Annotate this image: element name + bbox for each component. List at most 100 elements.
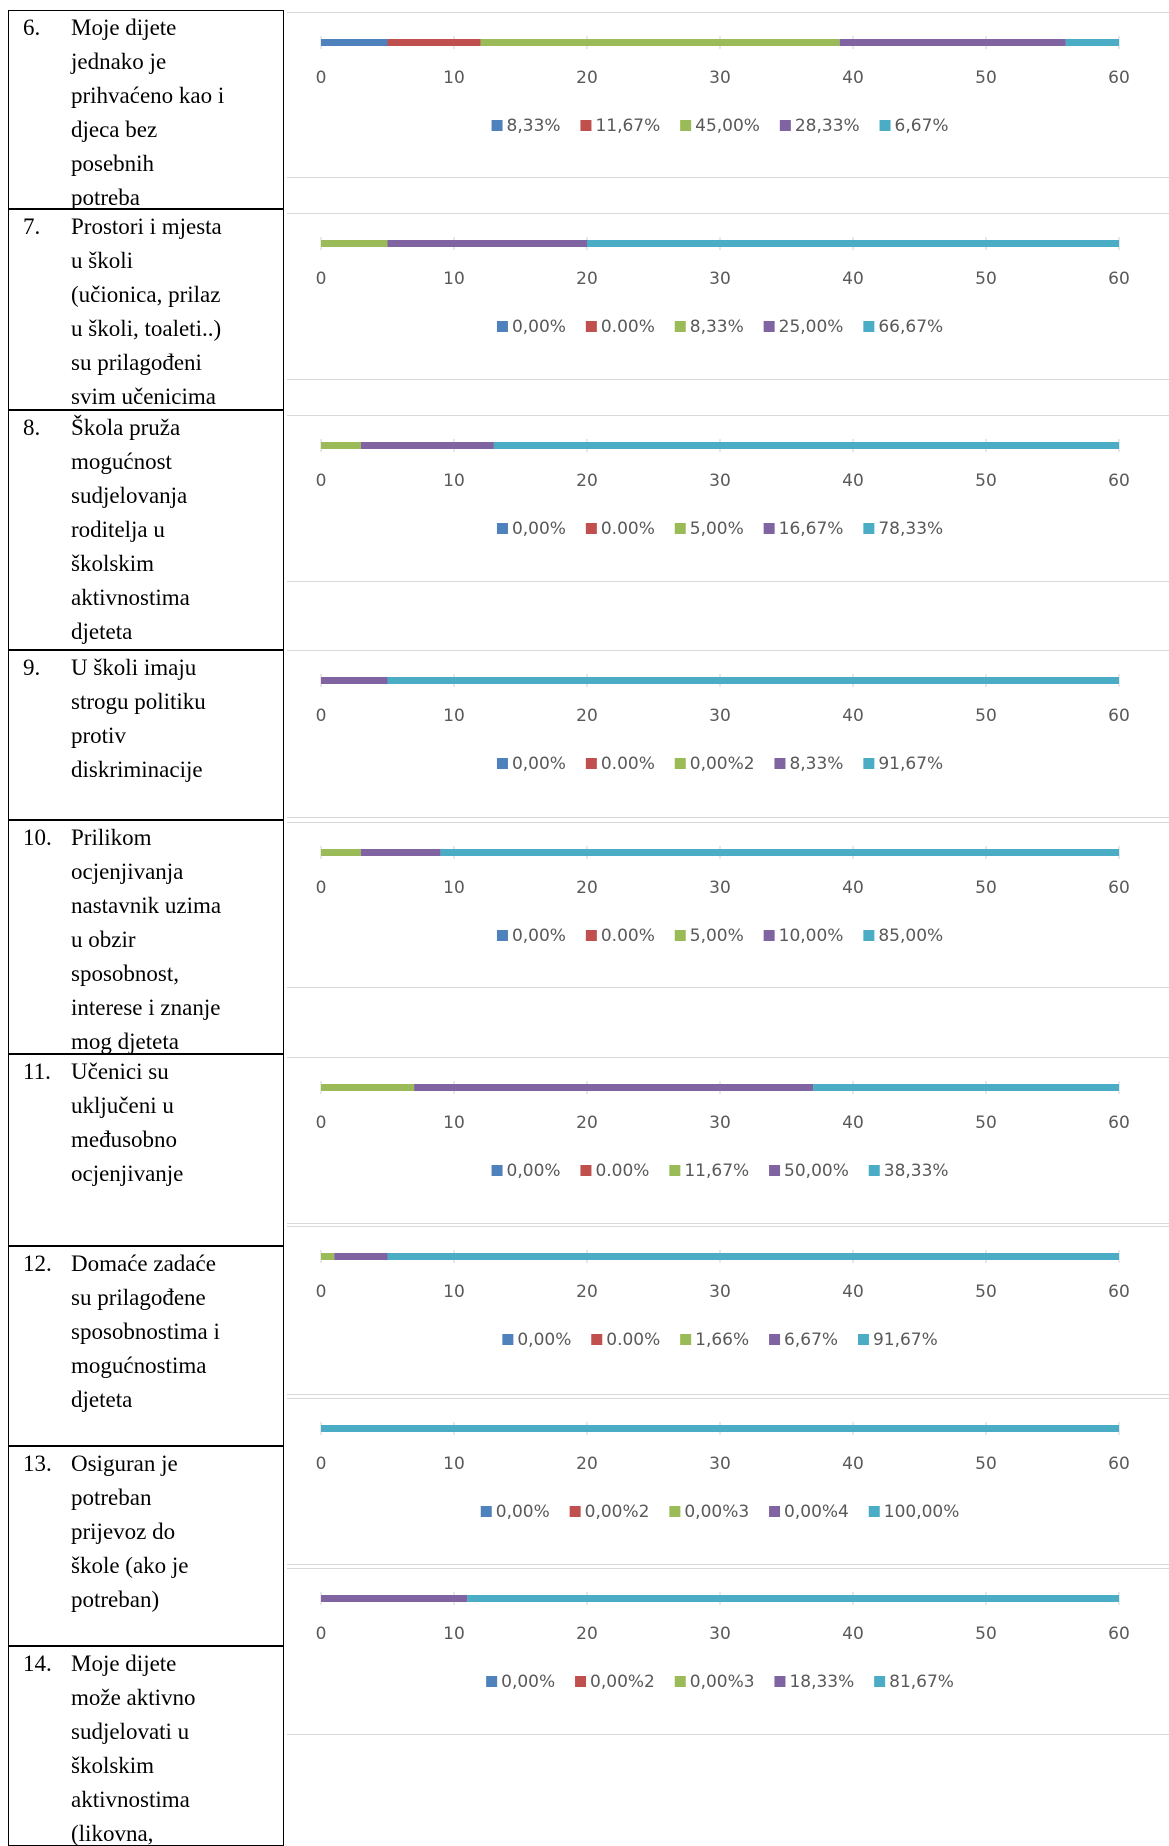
x-tick-label: 30 (709, 878, 731, 898)
legend-label: 91,67% (878, 754, 943, 774)
bar-segment (493, 442, 1119, 449)
bar-segment (480, 39, 840, 46)
legend-swatch (674, 930, 686, 941)
stacked-bar-chart: 0 10 20 30 40 50 60 0,00% 0.00% 8,33% 25,00% 66,67% (316, 237, 1130, 337)
question-text: U školi imaju strogu politiku protiv dis… (71, 655, 206, 782)
x-tick-label: 0 (316, 68, 327, 88)
bar-segment (321, 849, 361, 856)
x-tick-label: 50 (975, 1282, 997, 1302)
x-tick-label: 40 (842, 706, 864, 726)
legend-swatch (674, 321, 686, 332)
legend-label: 45,00% (695, 116, 760, 136)
bar-segment (839, 39, 1066, 46)
legend-label: 78,33% (878, 519, 943, 539)
chart-panel-11: 0 10 20 30 40 50 60 0,00% 0.00% 11,67% 50,00% 38,33… (287, 1057, 1169, 1224)
legend-swatch (496, 321, 508, 332)
legend-label: 50,00% (784, 1161, 849, 1181)
legend-label: 66,67% (878, 317, 943, 337)
legend-swatch (496, 523, 508, 534)
legend-label: 38,33% (884, 1161, 949, 1181)
x-tick-label: 20 (576, 1113, 598, 1133)
x-tick-label: 40 (842, 1454, 864, 1474)
legend-swatch (496, 930, 508, 941)
x-tick-label: 60 (1108, 269, 1130, 289)
bar-segment (334, 1253, 388, 1260)
x-tick-label: 60 (1108, 1113, 1130, 1133)
bar-segment (414, 1084, 814, 1091)
question-number: 11. (23, 1059, 51, 1084)
x-tick-label: 10 (443, 1113, 465, 1133)
chart-panel-8: 0 10 20 30 40 50 60 0,00% 0.00% 5,00% 16,67% 78,33% (287, 415, 1169, 582)
x-tick-label: 60 (1108, 1624, 1130, 1644)
x-tick-label: 20 (576, 878, 598, 898)
chart-panel-10: 0 10 20 30 40 50 60 0,00% 0.00% 5,00% 10,00% 85,00% (287, 822, 1169, 988)
legend-label: 85,00% (878, 926, 943, 946)
question-text: Moje dijete može aktivno sudjelovati u š… (71, 1651, 196, 1846)
chart-panel-6: 0 10 20 30 40 50 60 8,33% 11,67% 45,00% 28,33% 6,67… (287, 12, 1169, 178)
bar-segment (321, 677, 388, 684)
x-tick-label: 30 (709, 1454, 731, 1474)
x-tick-label: 50 (975, 706, 997, 726)
legend-label: 18,33% (789, 1672, 854, 1692)
x-tick-label: 60 (1108, 1282, 1130, 1302)
legend-swatch (585, 523, 597, 534)
x-tick-label: 40 (842, 1113, 864, 1133)
legend-swatch (486, 1676, 498, 1687)
question-box-8: 8. Škola pruža mogućnost sudjelovanja ro… (8, 410, 284, 650)
x-tick-label: 50 (975, 269, 997, 289)
x-tick-label: 0 (316, 878, 327, 898)
legend-label: 0,00%3 (690, 1672, 755, 1692)
x-tick-label: 50 (975, 1454, 997, 1474)
legend-label: 0.00% (595, 1161, 649, 1181)
legend-label: 16,67% (779, 519, 844, 539)
x-tick-label: 30 (709, 269, 731, 289)
x-tick-label: 40 (842, 269, 864, 289)
legend-swatch (868, 1506, 880, 1517)
x-tick-label: 10 (443, 269, 465, 289)
legend-swatch (769, 1165, 781, 1176)
question-text: Učenici su uključeni u međusobno ocjenji… (71, 1059, 184, 1186)
x-tick-label: 30 (709, 1282, 731, 1302)
legend-swatch (580, 1165, 592, 1176)
legend-label: 0,00%2 (585, 1502, 650, 1522)
legend-swatch (863, 523, 875, 534)
bar-segment (321, 1425, 1119, 1432)
bar-segment (321, 442, 361, 449)
legend-label: 8,33% (789, 754, 843, 774)
bar-segment (321, 1084, 415, 1091)
legend-swatch (680, 120, 692, 131)
x-tick-label: 40 (842, 471, 864, 491)
legend-swatch (585, 930, 597, 941)
legend-label: 100,00% (884, 1502, 960, 1522)
bar-segment (387, 1253, 1119, 1260)
legend-swatch (763, 321, 775, 332)
legend-label: 0.00% (601, 519, 655, 539)
legend-swatch (680, 1334, 692, 1345)
x-tick-label: 10 (443, 706, 465, 726)
legend-swatch (575, 1676, 587, 1687)
legend-swatch (769, 1334, 781, 1345)
question-number: 14. (23, 1651, 52, 1676)
x-tick-label: 60 (1108, 68, 1130, 88)
legend-swatch (879, 120, 891, 131)
bar-segment (467, 1595, 1119, 1602)
legend-swatch (496, 758, 508, 769)
question-number: 13. (23, 1451, 52, 1476)
legend-swatch (863, 758, 875, 769)
x-tick-label: 50 (975, 68, 997, 88)
legend-swatch (674, 758, 686, 769)
question-box-13: 13. Osiguran je potreban prijevoz do ško… (8, 1446, 284, 1646)
legend-label: 10,00% (779, 926, 844, 946)
legend-swatch (674, 1676, 686, 1687)
legend-label: 6,67% (784, 1330, 838, 1350)
x-tick-label: 40 (842, 1624, 864, 1644)
legend-swatch (580, 120, 592, 131)
chart-panel-12: 0 10 20 30 40 50 60 0,00% 0.00% 1,66% 6,67% 91,67% (287, 1226, 1169, 1395)
question-number: 10. (23, 825, 52, 850)
bar-segment (360, 442, 494, 449)
bar-segment (387, 39, 481, 46)
stacked-bar-chart: 0 10 20 30 40 50 60 0,00% 0.00% 11,67% 50,00% 38,33… (316, 1081, 1130, 1181)
question-box-7: 7. Prostori i mjesta u školi (učionica, … (8, 209, 284, 410)
legend-swatch (669, 1165, 681, 1176)
x-tick-label: 30 (709, 471, 731, 491)
